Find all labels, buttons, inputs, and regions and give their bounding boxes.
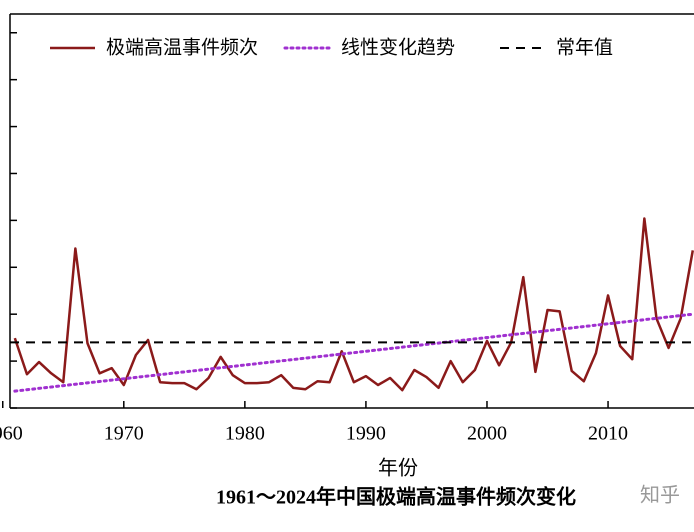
legend-label: 线性变化趋势 [341,36,455,58]
x-tick-label: 1990 [346,423,386,445]
legend-label: 常年值 [556,36,613,58]
x-tick-label: 2010 [588,423,628,445]
legend-label: 极端高温事件频次 [106,36,258,58]
x-tick-label: 1960 [0,423,23,445]
x-tick-label: 1980 [225,423,265,445]
x-tick-label: 1970 [104,423,144,445]
x-axis-label: 年份 [378,457,418,480]
chart-title: 1961～2024年中国极端高温事件频次变化 [216,485,576,509]
series-line [13,217,694,392]
series-line [13,312,694,393]
watermark: 知乎 [640,484,680,507]
x-tick-label: 2000 [467,423,507,445]
